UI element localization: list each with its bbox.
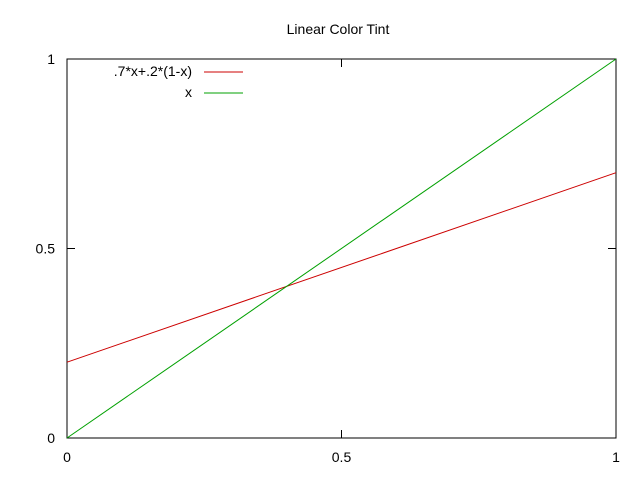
y-tick-label-0: 0 — [47, 430, 55, 446]
legend: .7*x+.2*(1-x) x — [114, 63, 243, 100]
series-line-0 — [66, 172, 617, 363]
x-tick-label-1: 0.5 — [332, 449, 352, 465]
chart-title: Linear Color Tint — [287, 21, 390, 37]
legend-label-1: x — [185, 84, 192, 100]
plot-series — [66, 58, 617, 439]
x-axis: 0 0.5 1 — [63, 59, 620, 465]
y-tick-label-1: 0.5 — [36, 241, 56, 257]
series-line-1 — [66, 58, 617, 439]
x-tick-label-2: 1 — [612, 449, 620, 465]
y-axis: 00.51 — [36, 51, 616, 446]
legend-label-0: .7*x+.2*(1-x) — [114, 63, 192, 79]
x-tick-label-0: 0 — [63, 449, 71, 465]
y-tick-label-2: 1 — [47, 51, 55, 67]
